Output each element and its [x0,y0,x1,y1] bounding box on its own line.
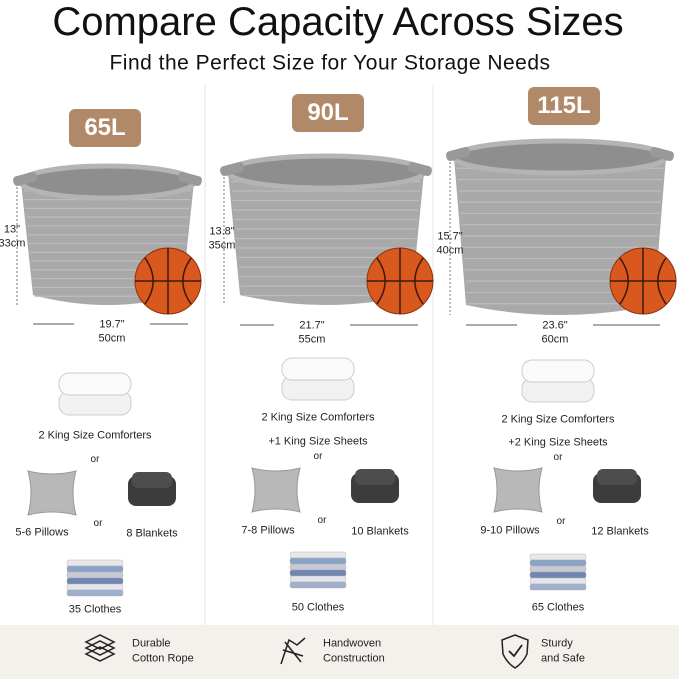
height-cm: 40cm [436,244,464,257]
feature-icon [508,644,523,658]
pillows-label: 9-10 Pillows [480,524,540,537]
feature-label: Cotton Rope [132,652,194,665]
clothes-icon [289,563,347,571]
clothes-icon [289,551,347,559]
clothes-icon [529,553,587,561]
pillow-icon [27,470,77,516]
clothes-icon [529,583,587,591]
basket-handle [650,146,674,162]
clothes-icon [289,557,347,565]
capacity-badge [69,109,141,147]
basket-rim [451,138,669,176]
clothes-icon [529,559,587,567]
comforters-label: 2 King Size Comforters [261,411,375,424]
or-label: or [317,515,327,526]
clothes-icon [66,571,124,579]
feature-icon [84,634,116,650]
height-cm: 33cm [0,237,26,250]
clothes-icon [289,581,347,589]
clothes-label: 50 Clothes [291,601,345,614]
feature-label: Construction [323,652,385,665]
clothes-label: 65 Clothes [531,601,585,614]
or-label: or [313,451,323,462]
pillows-label: 5-6 Pillows [15,526,69,539]
feature-label: Sturdy [541,637,573,650]
blankets-label: 8 Blankets [126,527,178,540]
blanket-icon [355,469,395,485]
clothes-label: 35 Clothes [68,603,122,616]
comforter-icon [521,359,595,383]
pillow-icon [493,467,543,513]
comforter-icon [58,372,132,396]
comforter-icon [281,357,355,381]
capacity-label: 65L [84,114,126,141]
blankets-label: 12 Blankets [591,525,649,538]
basket-handle [408,161,432,177]
height-cm: 35cm [208,239,236,252]
basketball-seam [367,248,433,314]
comforters-label: 2 King Size Comforters [38,429,152,442]
feature-icon [84,640,116,656]
clothes-icon [289,569,347,577]
feature-label: Durable [132,637,171,650]
width-cm: 50cm [98,332,126,345]
clothes-icon [289,575,347,583]
basket-handle [446,146,470,162]
capacity-badge [528,87,600,125]
feature-label: Handwoven [323,637,382,650]
feature-icon [280,637,306,665]
clothes-icon [66,589,124,597]
blanket-icon [132,472,172,488]
clothes-icon [529,577,587,585]
width-cm: 60cm [541,333,569,346]
footer-band [0,625,679,679]
basketball-seam [135,248,201,314]
blanket-icon [597,469,637,485]
basket-handle [13,171,37,187]
clothes-icon [529,565,587,573]
subtitle: Find the Perfect Size for Your Storage N… [109,51,551,75]
clothes-icon [66,565,124,573]
or-label: or [90,454,100,465]
basket-rim [18,163,197,201]
sheets-label: +1 King Size Sheets [268,435,368,448]
width-cm: 55cm [298,333,326,346]
feature-icon [84,646,116,662]
title: Compare Capacity Across Sizes [52,0,624,44]
clothes-icon [529,571,587,579]
pillow-icon [251,467,301,513]
width-inches: 19.7" [99,318,125,331]
capacity-label: 115L [537,92,591,119]
blankets-label: 10 Blankets [351,525,409,538]
width-inches: 23.6" [542,319,568,332]
basket-handle [178,171,202,187]
capacity-label: 90L [307,99,349,126]
width-inches: 21.7" [299,319,325,332]
clothes-icon [66,577,124,585]
or-label: or [556,516,566,527]
feature-label: and Safe [541,652,586,665]
or-label: or [553,452,563,463]
comforters-label: 2 King Size Comforters [501,413,615,426]
basketball-seam [610,248,676,314]
basket-rim [225,153,427,191]
basket-handle [220,161,244,177]
feature-icon [501,634,529,669]
capacity-badge [292,94,364,132]
height-inches: 13.8" [209,225,235,238]
pillows-label: 7-8 Pillows [241,524,295,537]
clothes-icon [66,559,124,567]
clothes-icon [66,583,124,591]
or-label: or [93,518,103,529]
height-inches: 13" [3,223,21,236]
sheets-label: +2 King Size Sheets [508,436,608,449]
height-inches: 15.7" [437,230,463,243]
